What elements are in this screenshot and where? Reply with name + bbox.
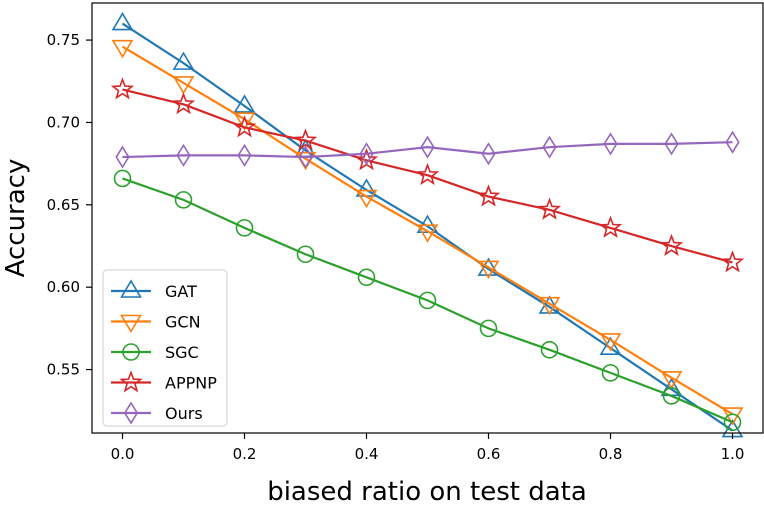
data-point-gat xyxy=(233,94,256,113)
series-line-sgc xyxy=(122,177,733,424)
data-point-gat xyxy=(599,336,622,355)
legend-marker xyxy=(122,343,140,361)
data-point-sgc xyxy=(662,387,681,405)
data-point-gcn xyxy=(233,112,256,131)
y-tick-label: 0.75 xyxy=(47,31,80,49)
legend-label: SGC xyxy=(165,343,199,362)
data-point-sgc xyxy=(540,341,559,359)
data-point-appnp xyxy=(171,92,196,115)
data-point-gcn xyxy=(660,371,683,390)
data-point-gat xyxy=(172,51,195,70)
data-point-sgc xyxy=(723,413,742,432)
legend-marker xyxy=(120,279,142,298)
series-line-ours xyxy=(122,141,733,159)
data-point-gcn xyxy=(111,39,134,59)
x-tick-label: 0.2 xyxy=(233,445,257,463)
data-point-gcn xyxy=(355,189,378,209)
data-point-ours xyxy=(115,145,130,169)
data-point-sgc xyxy=(601,364,620,382)
data-point-gcn xyxy=(172,76,195,95)
data-point-gcn xyxy=(599,333,622,352)
series-gcn xyxy=(111,39,744,426)
legend-box xyxy=(102,269,228,427)
legend-item-gat: GAT xyxy=(111,279,197,301)
data-point-sgc xyxy=(357,268,376,287)
data-point-appnp xyxy=(293,128,318,151)
legend-item-appnp: APPNP xyxy=(111,370,217,393)
data-point-sgc xyxy=(479,319,498,338)
data-point-gcn xyxy=(538,296,561,316)
data-point-appnp xyxy=(232,115,257,138)
data-point-appnp xyxy=(537,197,562,220)
series-appnp xyxy=(110,77,745,273)
legend-item-gcn: GCN xyxy=(111,313,201,334)
legend-marker xyxy=(120,314,142,334)
data-point-appnp xyxy=(720,250,745,273)
data-point-gat xyxy=(111,12,134,31)
x-axis-title: biased ratio on test data xyxy=(267,477,587,507)
legend-label: Ours xyxy=(165,404,203,423)
data-point-ours xyxy=(542,135,557,159)
data-point-sgc xyxy=(235,219,254,237)
y-tick-label: 0.70 xyxy=(47,113,80,131)
data-point-ours xyxy=(176,143,191,167)
data-point-ours xyxy=(664,132,679,156)
data-point-ours xyxy=(481,142,496,166)
legend: GAT GCN SGC APPNP Ours xyxy=(102,269,228,427)
legend-label: APPNP xyxy=(165,374,217,393)
x-tick-label: 0.0 xyxy=(111,445,135,463)
data-point-appnp xyxy=(598,215,623,238)
data-point-gat xyxy=(477,257,500,276)
x-axis: 0.0 0.2 0.4 0.6 0.8 1.0 xyxy=(111,433,745,463)
x-tick-label: 0.8 xyxy=(599,445,623,463)
series-ours xyxy=(115,130,740,169)
data-point-appnp xyxy=(110,77,135,100)
data-point-ours xyxy=(298,145,313,169)
data-point-gcn xyxy=(477,260,500,279)
data-point-ours xyxy=(725,130,740,154)
data-point-sgc xyxy=(418,291,437,310)
y-axis-title: Accuracy xyxy=(1,159,31,278)
data-point-ours xyxy=(359,142,374,166)
data-point-ours xyxy=(603,132,618,156)
data-point-appnp xyxy=(659,233,684,256)
legend-marker xyxy=(123,401,139,425)
series-layer xyxy=(110,12,745,438)
series-sgc xyxy=(113,169,742,432)
data-point-appnp xyxy=(415,162,440,186)
series-line-appnp xyxy=(122,88,733,264)
x-tick-label: 0.4 xyxy=(355,445,379,463)
legend-marker xyxy=(119,370,143,393)
data-point-ours xyxy=(420,135,435,159)
y-tick-label: 0.60 xyxy=(47,278,80,296)
legend-item-ours: Ours xyxy=(111,401,203,425)
plot-frame xyxy=(91,2,764,434)
data-point-sgc xyxy=(296,245,315,264)
data-point-ours xyxy=(237,143,252,167)
data-point-sgc xyxy=(174,191,193,209)
data-point-sgc xyxy=(113,169,132,188)
y-tick-label: 0.55 xyxy=(47,361,80,379)
data-point-gcn xyxy=(416,224,439,243)
series-line-gcn xyxy=(121,45,734,415)
y-tick-label: 0.65 xyxy=(47,196,80,214)
legend-item-sgc: SGC xyxy=(111,343,199,362)
legend-label: GAT xyxy=(165,282,197,301)
x-tick-label: 1.0 xyxy=(721,445,745,463)
data-point-appnp xyxy=(476,184,501,207)
legend-label: GCN xyxy=(165,313,201,332)
series-line-gat xyxy=(121,22,734,432)
x-tick-label: 0.6 xyxy=(477,445,501,463)
y-axis: 0.55 0.60 0.65 0.70 0.75 xyxy=(47,31,92,379)
